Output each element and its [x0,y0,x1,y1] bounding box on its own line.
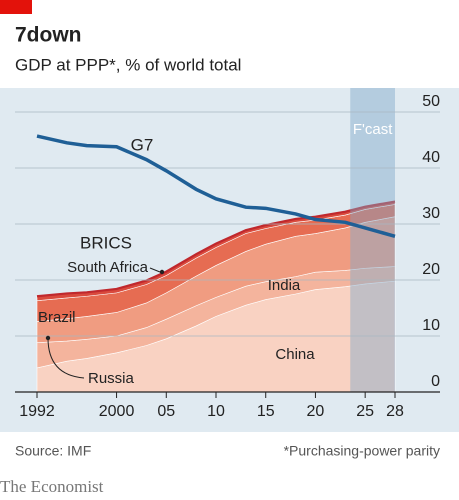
source: Source: IMF [15,443,91,459]
line [36,134,396,239]
x-tick-label: 15 [257,403,275,420]
series-label: Brazil [38,309,76,326]
chart-title: 7down [15,24,82,47]
y-tick-label: 0 [431,373,440,390]
x-tick-label: 20 [307,403,325,420]
footnote: *Purchasing-power parity [284,443,440,459]
series-label: India [268,277,301,294]
x-tick-label: 25 [356,403,374,420]
x-tick-label: 28 [386,403,404,420]
annotation-dot [159,269,165,275]
brand-tag [0,0,32,14]
series-label: China [275,346,315,363]
x-tick-label: 1992 [19,403,55,420]
y-tick-label: 10 [422,317,440,334]
annotation-dot [45,335,51,341]
series-label: Russia [88,370,135,387]
total-line [36,200,396,298]
annotation-arrow [47,337,85,379]
y-tick-label: 40 [422,149,440,166]
forecast-band [350,88,395,392]
x-tick-label: 2000 [99,403,135,420]
brand: The Economist [0,477,104,496]
annotation-arrow [149,267,161,273]
y-tick-label: 30 [422,205,440,222]
x-tick-label: 05 [157,403,175,420]
y-tick-label: 20 [422,261,440,278]
series-label: G7 [131,135,154,154]
total-label: BRICS [80,233,132,252]
x-tick-label: 10 [207,403,225,420]
series-label: South Africa [67,259,149,276]
forecast-label: F'cast [353,121,393,138]
y-tick-label: 50 [422,93,440,110]
chart-subtitle: GDP at PPP*, % of world total [15,55,241,74]
